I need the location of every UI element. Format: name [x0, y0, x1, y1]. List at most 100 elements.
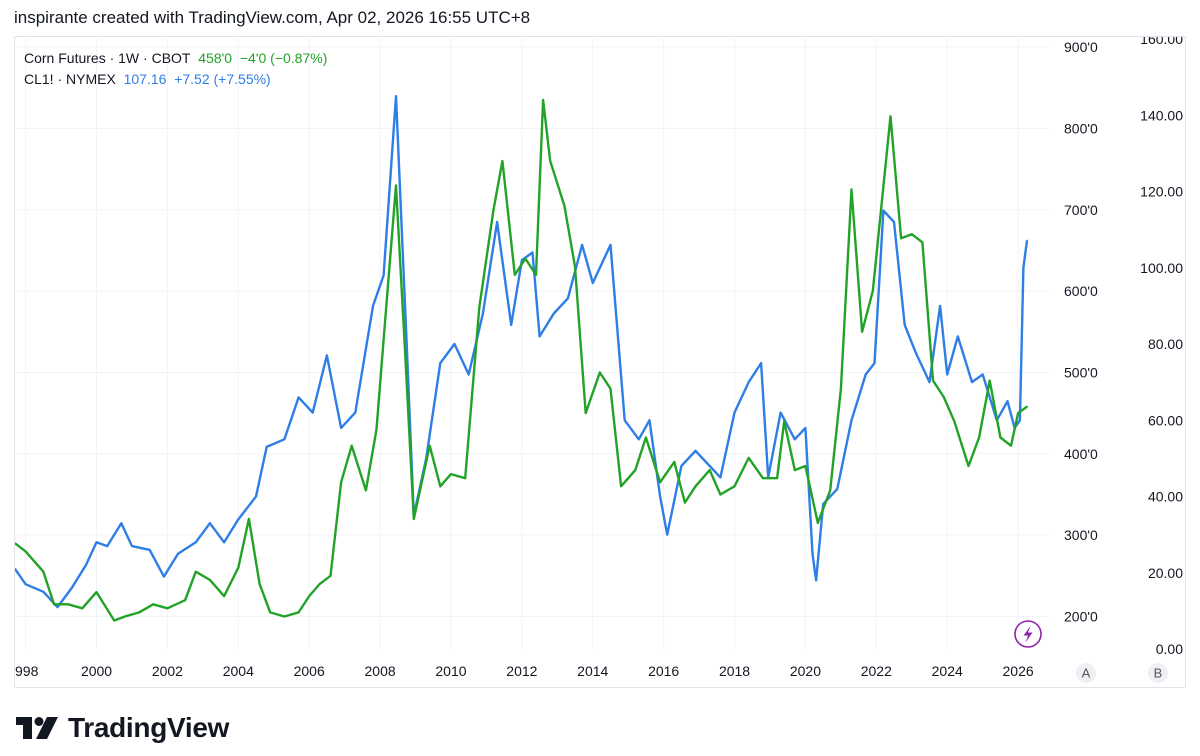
brand-footer[interactable]: TradingView [16, 712, 229, 744]
corn-price-axis[interactable]: 200'0 300'0 400'0 500'0 600'0 700'0 800'0 900'0 [1064, 39, 1098, 624]
x-tick-11: 2020 [790, 663, 821, 679]
corn-series [15, 98, 1028, 622]
corn-point-47 [584, 412, 587, 414]
oil-point-46 [637, 438, 640, 441]
oil-point-59 [793, 438, 796, 441]
oil-point-54 [733, 411, 736, 414]
x-tick-14: 2026 [1003, 663, 1034, 679]
oil-point-2 [42, 590, 45, 593]
scale-b-label: B [1154, 666, 1163, 681]
oil-point-23 [340, 427, 342, 429]
x-tick-13: 2024 [932, 663, 963, 679]
corn-point-81 [988, 379, 991, 382]
oil-point-1 [24, 583, 27, 586]
corn-point-1 [24, 550, 27, 553]
oil-point-27 [395, 95, 397, 98]
oil-point-22 [326, 354, 328, 357]
corn-point-57 [708, 469, 711, 471]
oil-point-35 [496, 221, 498, 223]
legend-oil-name: CL1! · NYMEX [24, 71, 116, 87]
corn-point-33 [428, 444, 431, 447]
oil-point-42 [581, 244, 583, 246]
x-axis[interactable]: 998 2000 2002 2004 2006 2008 2010 2012 2014 2016 2… [15, 663, 1034, 679]
lightning-badge[interactable] [1014, 620, 1042, 648]
oil-point-11 [163, 575, 165, 578]
corn-point-64 [793, 469, 796, 471]
corn-point-36 [464, 477, 467, 480]
oil-point-81 [1019, 419, 1021, 422]
corn-point-29 [382, 339, 385, 341]
oil-point-15 [223, 541, 226, 544]
oil-point-40 [552, 312, 555, 315]
corn-tick-7: 900'0 [1064, 39, 1098, 55]
x-tick-8: 2014 [577, 663, 608, 679]
oil-point-13 [194, 541, 197, 544]
oil-tick-7: 140.00 [1140, 107, 1183, 123]
x-tick-4: 2006 [294, 663, 325, 679]
corn-point-84 [1017, 412, 1019, 414]
corn-point-42 [535, 274, 537, 276]
auto-scale-button[interactable]: A [1076, 663, 1096, 683]
corn-point-21 [297, 611, 300, 614]
legend-corn-name: Corn Futures · 1W · CBOT [24, 50, 191, 66]
tradingview-logo-icon [16, 717, 58, 739]
corn-point-0 [15, 542, 16, 545]
corn-point-51 [634, 469, 637, 471]
legend-oil[interactable]: CL1! · NYMEX 107.16 +7.52 (+7.55%) [24, 69, 327, 90]
oil-point-39 [538, 335, 541, 338]
x-tick-12: 2022 [861, 663, 892, 679]
oil-point-31 [439, 362, 442, 364]
corn-point-10 [152, 603, 155, 606]
oil-point-33 [467, 373, 470, 376]
corn-point-69 [850, 188, 853, 191]
corn-point-72 [889, 115, 892, 118]
corn-point-46 [574, 265, 576, 268]
corn-point-34 [439, 485, 442, 488]
oil-point-55 [747, 381, 750, 383]
oil-point-38 [531, 251, 534, 254]
corn-point-56 [694, 485, 697, 488]
oil-point-48 [659, 495, 661, 498]
corn-point-12 [184, 599, 187, 602]
corn-point-70 [861, 330, 863, 333]
corn-point-31 [404, 347, 406, 349]
chart-frame[interactable]: 998 2000 2002 2004 2006 2008 2010 2012 2014 2016 2… [14, 36, 1186, 688]
corn-point-17 [248, 518, 250, 520]
oil-point-17 [255, 495, 257, 498]
corn-point-37 [478, 306, 481, 309]
oil-point-21 [311, 411, 314, 414]
scale-b-button[interactable]: B [1148, 663, 1168, 683]
corn-point-24 [329, 574, 332, 577]
x-tick-3: 2004 [223, 663, 254, 679]
chart-canvas[interactable]: 998 2000 2002 2004 2006 2008 2010 2012 2014 2016 2… [15, 37, 1185, 687]
oil-point-69 [893, 221, 895, 223]
oil-tick-0: 0.00 [1156, 641, 1183, 657]
x-tick-0: 998 [15, 663, 39, 679]
legend-corn-change: −4'0 (−0.87%) [239, 50, 328, 66]
x-tick-2: 2002 [152, 663, 183, 679]
legend-corn[interactable]: Corn Futures · 1W · CBOT 458'0 −4'0 (−0.… [24, 48, 327, 69]
corn-point-27 [365, 489, 367, 492]
x-tick-6: 2010 [435, 663, 466, 679]
lightning-icon [1023, 626, 1033, 643]
corn-point-54 [673, 461, 676, 463]
corn-point-19 [269, 611, 272, 614]
corn-point-32 [412, 518, 415, 520]
corn-point-7 [113, 619, 116, 622]
chart-attribution: inspirante created with TradingView.com,… [14, 8, 531, 27]
corn-point-38 [492, 208, 495, 211]
oil-point-24 [354, 411, 357, 414]
oil-point-62 [815, 579, 817, 582]
oil-tick-4: 80.00 [1148, 336, 1183, 352]
oil-tick-2: 40.00 [1148, 489, 1183, 505]
corn-point-30 [395, 184, 397, 187]
corn-point-13 [194, 570, 197, 573]
corn-point-18 [258, 583, 261, 585]
corn-point-62 [776, 477, 778, 480]
corn-tick-1: 300'0 [1064, 527, 1098, 543]
corn-tick-2: 400'0 [1064, 446, 1098, 462]
oil-point-47 [648, 419, 651, 422]
oil-price-axis[interactable]: 0.00 20.00 40.00 60.00 80.00 100.00 120.00 140.… [1140, 37, 1183, 657]
corn-point-53 [659, 481, 661, 484]
corn-point-8 [124, 615, 126, 618]
